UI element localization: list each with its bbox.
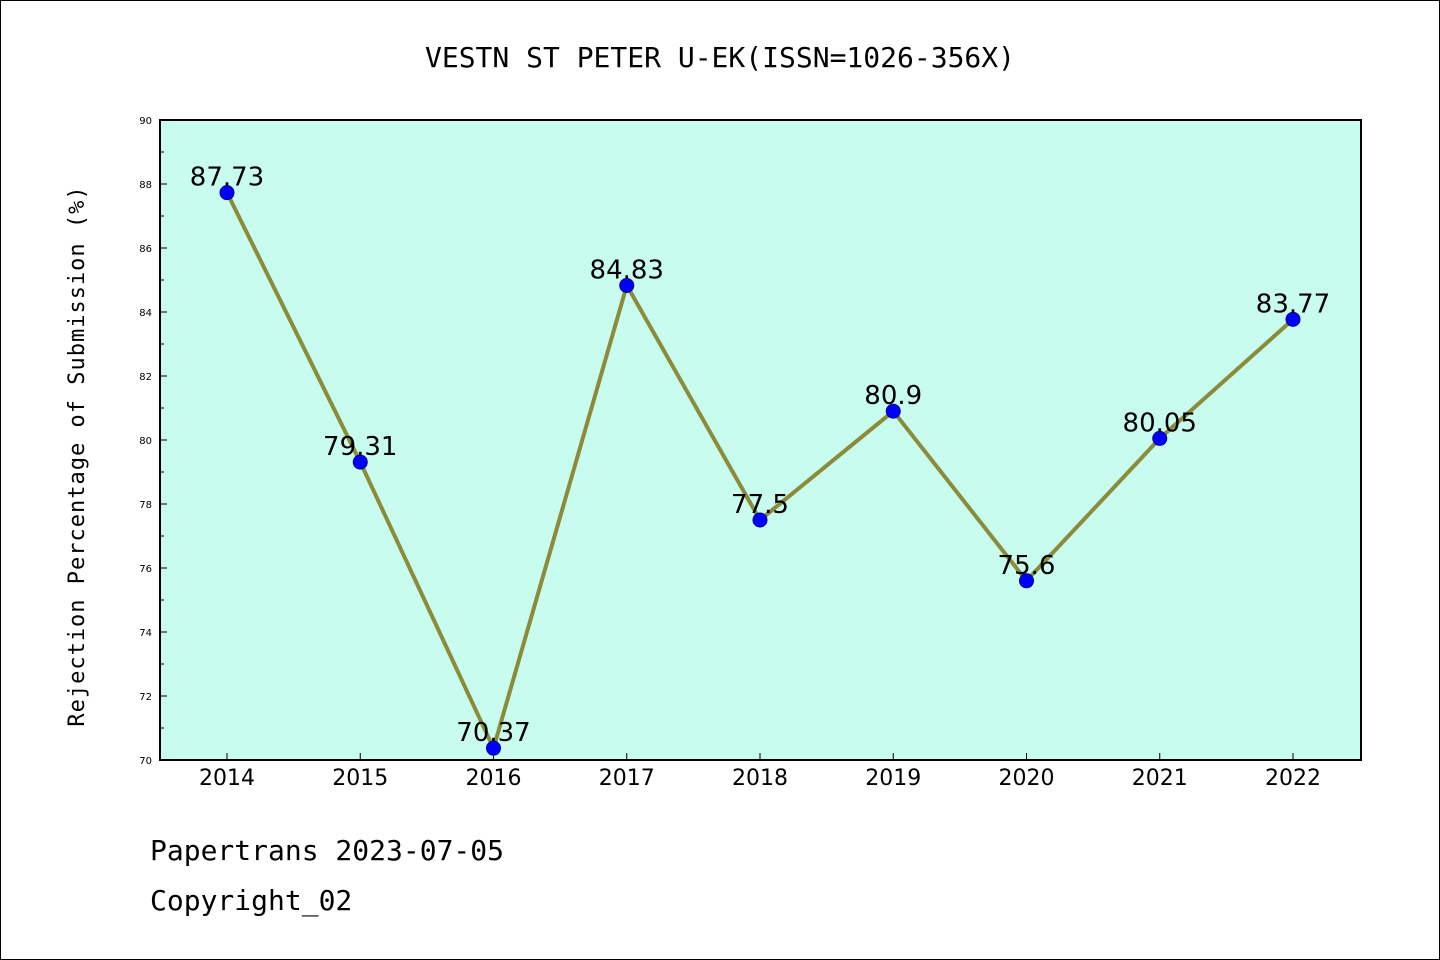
x-tick-label: 2014	[199, 766, 255, 791]
data-label-2021: 80.05	[1123, 408, 1197, 438]
y-tick-label: 74	[139, 628, 152, 639]
data-point-2014	[219, 185, 235, 201]
y-tick-label: 70	[139, 756, 152, 767]
y-tick-label: 72	[139, 692, 152, 703]
y-tick-label: 76	[139, 564, 152, 575]
y-tick-label: 86	[139, 244, 152, 255]
data-label-2018: 77.5	[731, 490, 789, 520]
x-axis: 2014 2015 2016 2017 2018 2019 2020 2021 2022	[199, 753, 1321, 791]
data-label-2020: 75.6	[998, 551, 1056, 581]
data-label-2022: 83.77	[1256, 289, 1330, 319]
y-axis: 70 72 74 76 78 80 82 84 86 88 90	[139, 116, 167, 767]
x-tick-label: 2021	[1132, 766, 1188, 791]
x-tick-label: 2016	[466, 766, 522, 791]
data-point-2015	[352, 454, 368, 470]
x-tick-label: 2018	[732, 766, 788, 791]
x-tick-label: 2017	[599, 766, 655, 791]
data-markers	[219, 185, 1301, 756]
y-tick-label: 78	[139, 500, 152, 511]
footer-date: Papertrans 2023-07-05	[150, 834, 505, 867]
data-point-2017	[619, 277, 635, 293]
data-label-2014: 87.73	[190, 163, 264, 193]
y-tick-label: 82	[139, 372, 152, 383]
y-tick-label: 90	[139, 116, 152, 127]
y-tick-label: 88	[139, 180, 152, 191]
data-point-2022	[1285, 311, 1301, 327]
x-tick-label: 2019	[865, 766, 921, 791]
y-tick-label: 84	[139, 308, 152, 319]
data-point-2018	[752, 512, 768, 528]
footer-copyright: Copyright_02	[150, 884, 353, 917]
data-label-2015: 79.31	[323, 432, 397, 462]
data-labels: 87.73 79.31 70.37 84.83 77.5 80.9 75.6 80.05 83.…	[190, 163, 1330, 749]
chart-title: VESTN ST PETER U-EK(ISSN=1026-356X)	[425, 41, 1015, 74]
data-point-2020	[1019, 573, 1034, 589]
x-tick-label: 2022	[1265, 766, 1321, 791]
y-tick-label: 80	[139, 436, 152, 447]
data-point-2016	[486, 740, 501, 756]
y-axis-label: Rejection Percentage of Submission (%)	[65, 185, 90, 726]
data-point-2019	[885, 403, 901, 419]
x-tick-label: 2015	[332, 766, 388, 791]
data-label-2016: 70.37	[456, 718, 530, 748]
data-point-2021	[1152, 430, 1168, 446]
data-label-2017: 84.83	[590, 255, 664, 285]
data-label-2019: 80.9	[864, 381, 922, 411]
x-tick-label: 2020	[999, 766, 1055, 791]
